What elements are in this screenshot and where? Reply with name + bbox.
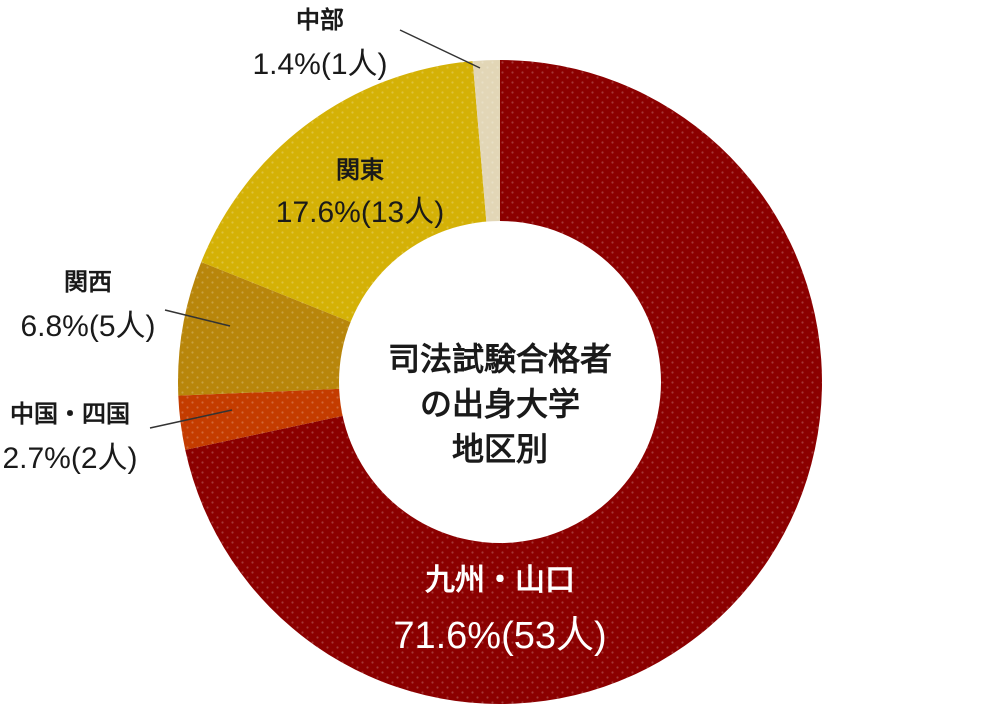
leader-line-kansai <box>164 309 231 327</box>
donut-hole <box>339 221 661 543</box>
center-title-line-1: 司法試験合格者 <box>388 340 612 378</box>
leader-line-chubu <box>399 29 481 69</box>
slice-label-kyushu: 九州・山口 <box>425 563 575 598</box>
center-title-line-3: 地区別 <box>452 430 548 468</box>
slice-value-kansai: 6.8%(5人) <box>20 310 155 343</box>
slice-value-chubu: 1.4%(1人) <box>252 48 387 81</box>
slice-value-kanto: 17.6%(13人) <box>276 196 444 229</box>
slice-label-kansai: 関西 <box>64 268 112 296</box>
slice-value-kyushu: 71.6%(53人) <box>393 615 606 657</box>
slice-value-chugoku-shikoku: 2.7%(2人) <box>2 442 137 475</box>
slice-labels-group: 九州・山口 71.6%(53人) 中国・四国 2.7%(2人) 関西 6.8%(5人) 関東… <box>2 6 606 657</box>
slice-label-kanto: 関東 <box>336 156 384 184</box>
leader-lines-group <box>149 29 481 429</box>
slice-label-chubu: 中部 <box>296 6 344 34</box>
center-title: 司法試験合格者 の出身大学 地区別 <box>388 340 612 468</box>
center-title-line-2: の出身大学 <box>420 385 580 423</box>
leader-line-chugoku-shikoku <box>149 409 233 429</box>
slice-label-chugoku-shikoku: 中国・四国 <box>10 400 130 428</box>
